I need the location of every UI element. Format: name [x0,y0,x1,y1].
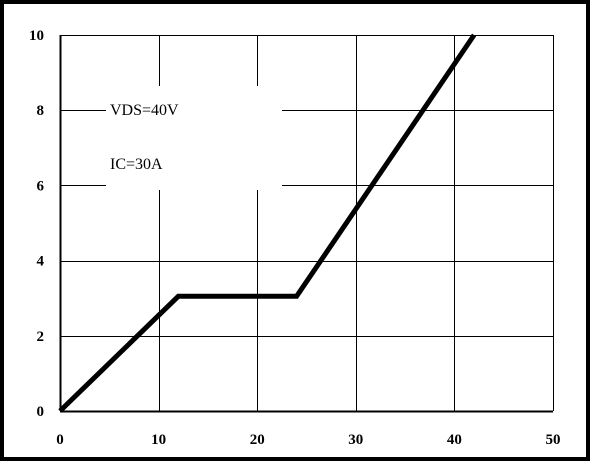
x-tick-label-40: 40 [447,432,462,448]
x-tick-label-0: 0 [56,432,64,448]
annotation-ic: IC=30A [110,156,163,173]
tick-labels: 0 10 20 30 40 50 0 2 4 6 8 10 [29,28,561,448]
y-tick-label-6: 6 [37,178,45,194]
y-tick-label-2: 2 [37,329,45,345]
y-tick-label-4: 4 [37,254,45,270]
x-tick-label-20: 20 [250,432,265,448]
x-tick-label-50: 50 [546,432,561,448]
series [58,33,477,413]
x-tick-label-30: 30 [348,432,363,448]
y-tick-label-10: 10 [29,28,44,44]
annotation-vds: VDS=40V [110,102,179,119]
annotation-background [106,86,282,190]
annotations: VDS=40V IC=30A [106,86,282,190]
x-tick-label-10: 10 [151,432,166,448]
series-line-0 [58,33,477,413]
y-tick-label-8: 8 [37,103,45,119]
y-tick-label-0: 0 [37,404,45,420]
